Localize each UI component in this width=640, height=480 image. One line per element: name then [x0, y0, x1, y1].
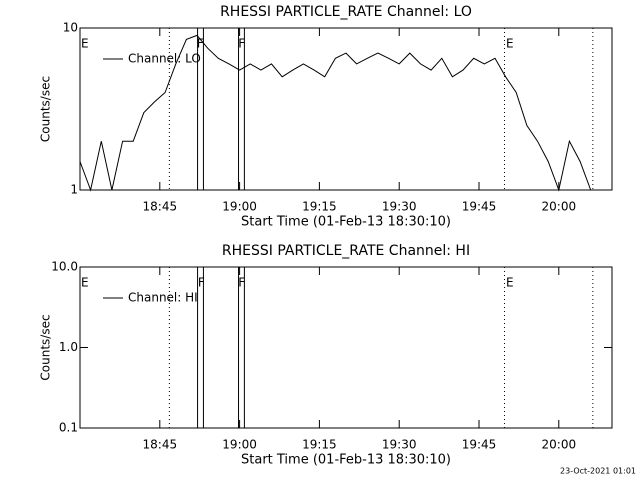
- footer: 23-Oct-2021 01:01: [560, 467, 636, 476]
- flag-label: F: [238, 37, 245, 51]
- x-axis-label: Start Time (01-Feb-13 18:30:10): [241, 453, 451, 468]
- flag-label: E: [506, 276, 514, 290]
- x-tick-label: 19:45: [462, 438, 497, 452]
- chart-title: RHESSI PARTICLE_RATE Channel: LO: [220, 4, 472, 20]
- flag-label: F: [198, 276, 205, 290]
- flag-label: F: [197, 37, 204, 51]
- y-tick-label: 10: [63, 21, 78, 35]
- x-tick-label: 20:00: [542, 438, 577, 452]
- x-tick-label: 19:00: [222, 200, 257, 214]
- y-tick-label: 0.1: [59, 421, 78, 435]
- x-tick-label: 19:30: [382, 200, 417, 214]
- y-tick-label: 1.0: [59, 340, 78, 354]
- plot-frame: [79, 27, 613, 191]
- y-tick-label: 10.0: [51, 260, 78, 274]
- x-tick-label: 18:45: [143, 438, 178, 452]
- x-tick-label: 20:00: [542, 200, 577, 214]
- x-tick-label: 19:15: [302, 200, 337, 214]
- flag-label: F: [238, 276, 245, 290]
- x-axis-label: Start Time (01-Feb-13 18:30:10): [241, 215, 451, 230]
- data-line: [79, 34, 592, 192]
- x-tick-label: 19:15: [302, 438, 337, 452]
- x-tick-label: 19:00: [222, 438, 257, 452]
- chart-title: RHESSI PARTICLE_RATE Channel: HI: [222, 243, 470, 259]
- flag-label: E: [81, 276, 89, 290]
- legend-label: Channel: HI: [128, 291, 198, 305]
- flag-label: E: [81, 37, 89, 51]
- y-axis-label: Counts/sec: [39, 314, 53, 380]
- y-tick-label: 1: [70, 183, 78, 197]
- x-tick-label: 19:30: [382, 438, 417, 452]
- legend-label: Channel: LO: [128, 52, 201, 66]
- flag-label: E: [506, 37, 514, 51]
- y-axis-label: Counts/sec: [39, 76, 53, 142]
- x-tick-label: 19:45: [462, 200, 497, 214]
- x-tick-label: 18:45: [143, 200, 178, 214]
